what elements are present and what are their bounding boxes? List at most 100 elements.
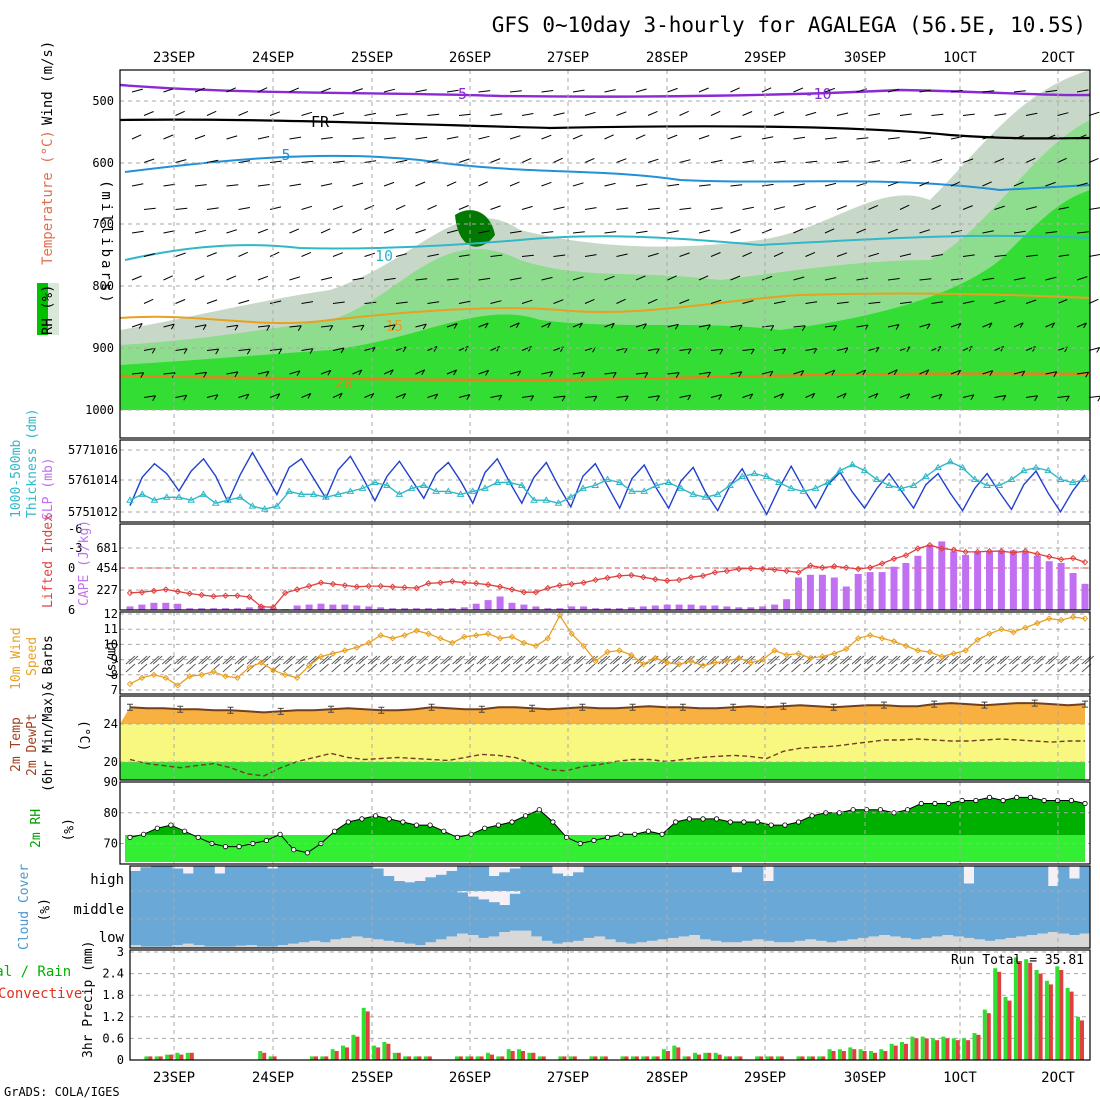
- cloud-bar: [140, 891, 152, 919]
- wind-point: [150, 671, 158, 679]
- thickness-point: [897, 484, 906, 491]
- wind-point: [640, 660, 647, 668]
- cloud-low-bar: [1068, 935, 1080, 949]
- li-point: [663, 577, 671, 584]
- thickness-point: [407, 484, 416, 491]
- li-tick: -6: [68, 522, 82, 536]
- wind-point: [986, 630, 993, 637]
- date-label-top: 30SEP: [844, 50, 886, 66]
- cloud-bar: [446, 871, 458, 891]
- rh-point: [809, 813, 815, 819]
- temp-minmax-bar: [378, 706, 385, 714]
- rh-point: [1027, 794, 1034, 801]
- rh-tick: 70: [104, 837, 118, 851]
- thickness-point: [615, 478, 624, 485]
- precip-conv-bar: [510, 1051, 515, 1060]
- cloud-low-bar: [1026, 935, 1038, 949]
- li-point: [365, 582, 372, 590]
- contour-label: 5: [281, 146, 290, 164]
- li-point: [210, 593, 217, 600]
- cloud-low-bar: [140, 946, 152, 948]
- cloud-bar: [362, 891, 374, 919]
- thickness-point: [1044, 466, 1053, 474]
- li-point: [484, 581, 492, 588]
- cape-bar: [950, 551, 958, 610]
- thickness-label-2: Thickness (dm): [25, 408, 40, 518]
- wind-point: [341, 647, 349, 654]
- temp-minmax-bar: [730, 703, 737, 711]
- precip-conv-bar: [873, 1052, 877, 1060]
- cape-bar: [532, 606, 540, 610]
- cloud-bar: [130, 871, 141, 891]
- date-label-bottom: 23SEP: [153, 1070, 195, 1086]
- cloud-bar: [583, 891, 595, 919]
- date-label-top: 27SEP: [547, 50, 589, 66]
- li-line: [129, 544, 1086, 608]
- rh2m-label: 2m RH: [29, 809, 44, 848]
- precip-bars: [144, 957, 1084, 1060]
- cloud-bar: [910, 866, 922, 891]
- precip-total-bar: [320, 1056, 325, 1060]
- precip-total-bar: [920, 1036, 925, 1060]
- precip-conv-bar: [314, 1056, 318, 1060]
- cape-bar: [401, 608, 409, 610]
- rh-point: [331, 828, 338, 834]
- cloud-low-bar: [815, 940, 827, 949]
- wind-point: [198, 671, 205, 679]
- li-point: [126, 589, 134, 597]
- rh-point: [495, 822, 501, 828]
- thickness-point: [432, 487, 440, 494]
- temp-minmax-bar: [629, 703, 636, 711]
- precip-tick: 0: [117, 1053, 124, 1067]
- cloud-low-bar: [383, 940, 395, 949]
- li-tick: -3: [68, 541, 82, 555]
- cloud-low-bar: [720, 942, 732, 948]
- li-point: [938, 545, 945, 552]
- thickness-point: [811, 484, 820, 491]
- cloud-low-bar: [625, 943, 637, 948]
- li-point: [759, 565, 766, 573]
- precip-total-bar: [341, 1045, 345, 1060]
- cloud-low-bar: [847, 939, 859, 948]
- cloud-bar: [362, 866, 374, 891]
- precip-conv-bar: [417, 1056, 422, 1060]
- cloud-low-bar: [1016, 936, 1028, 948]
- rh-point: [550, 819, 556, 825]
- wind-point: [365, 639, 372, 647]
- wind-point: [270, 667, 277, 674]
- cloud-low-bar: [562, 942, 574, 948]
- cape-bar: [508, 602, 516, 610]
- date-label-bottom: 27SEP: [547, 1070, 589, 1086]
- cloud-bar: [488, 902, 500, 919]
- li-point: [293, 586, 301, 593]
- cloud-low-bar: [467, 935, 479, 949]
- precip-total-bar: [972, 1033, 977, 1060]
- temp-tick: 20: [104, 755, 118, 769]
- cloud-bar: [699, 891, 711, 919]
- wind-point: [675, 660, 683, 668]
- pressure-tick: 800: [92, 279, 114, 293]
- li-point: [1034, 550, 1041, 558]
- run-total: Run Total = 35.81: [951, 953, 1084, 968]
- cape-bar: [651, 605, 659, 610]
- precip-conv-bar: [386, 1043, 391, 1060]
- thickness-point: [554, 499, 563, 506]
- precip-total-bar: [1013, 957, 1018, 1060]
- cape-tick: 454: [96, 561, 118, 575]
- li-point: [640, 573, 647, 581]
- rh-point: [973, 797, 979, 804]
- temp-minmax-bar: [478, 705, 485, 713]
- precip-total-bar: [144, 1056, 149, 1060]
- precip-conv-bar: [407, 1056, 412, 1060]
- cloud-bar: [995, 891, 1007, 919]
- precip-total-bar: [175, 1052, 180, 1060]
- wind-point: [998, 625, 1005, 633]
- cape-bars: [126, 541, 1089, 610]
- wind-point: [329, 650, 337, 657]
- rh-legend-swatch-light: [48, 283, 59, 335]
- precip-conv-bar: [345, 1047, 349, 1060]
- cloud-bar: [151, 891, 163, 919]
- thickness-point: [1019, 466, 1028, 474]
- li-point: [1057, 556, 1065, 563]
- rh-point: [195, 834, 201, 841]
